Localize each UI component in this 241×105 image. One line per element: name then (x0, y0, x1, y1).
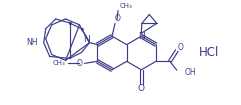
Text: O: O (138, 84, 145, 93)
Text: N: N (138, 32, 145, 41)
Text: O: O (77, 59, 82, 68)
Text: CH₃: CH₃ (53, 60, 66, 66)
Text: O: O (178, 43, 184, 52)
Text: O: O (115, 14, 121, 23)
Text: NH: NH (26, 38, 38, 47)
Text: OH: OH (185, 68, 196, 77)
Text: N: N (83, 35, 90, 44)
Text: CH₃: CH₃ (120, 3, 133, 9)
Text: HCl: HCl (199, 47, 220, 60)
